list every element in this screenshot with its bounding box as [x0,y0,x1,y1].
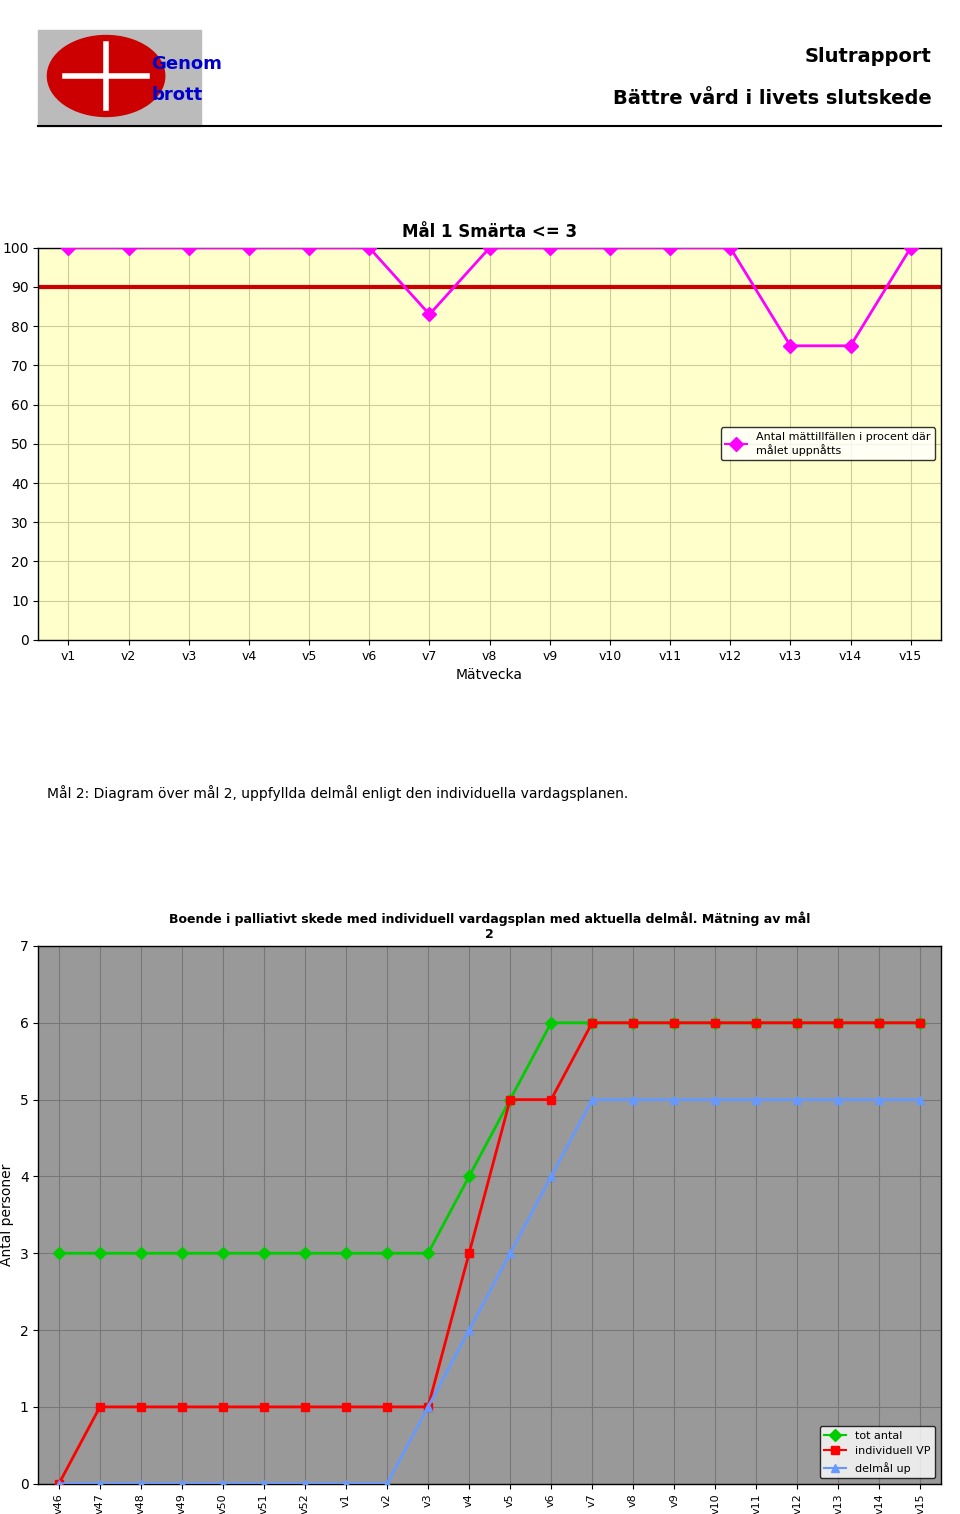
X-axis label: Mätvecka: Mätvecka [456,668,523,683]
Text: Mål 2: Diagram över mål 2, uppfyllda delmål enligt den individuella vardagsplane: Mål 2: Diagram över mål 2, uppfyllda del… [47,784,629,801]
Text: Genom: Genom [151,55,222,73]
Ellipse shape [47,35,165,117]
Legend: tot antal, individuell VP, delmål up: tot antal, individuell VP, delmål up [820,1426,935,1478]
Legend: Antal mättillfällen i procent där
målet uppnåtts: Antal mättillfällen i procent där målet … [721,427,935,460]
Text: Bättre vård i livets slutskede: Bättre vård i livets slutskede [613,89,932,109]
Text: Slutrapport: Slutrapport [804,47,932,67]
Y-axis label: Antal personer: Antal personer [0,1164,14,1266]
Title: Mål 1 Smärta <= 3: Mål 1 Smärta <= 3 [402,223,577,241]
Text: brott: brott [151,86,203,104]
Bar [38,30,201,126]
Title: Boende i palliativt skede med individuell vardagsplan med aktuella delmål. Mätni: Boende i palliativt skede med individuel… [169,911,810,940]
